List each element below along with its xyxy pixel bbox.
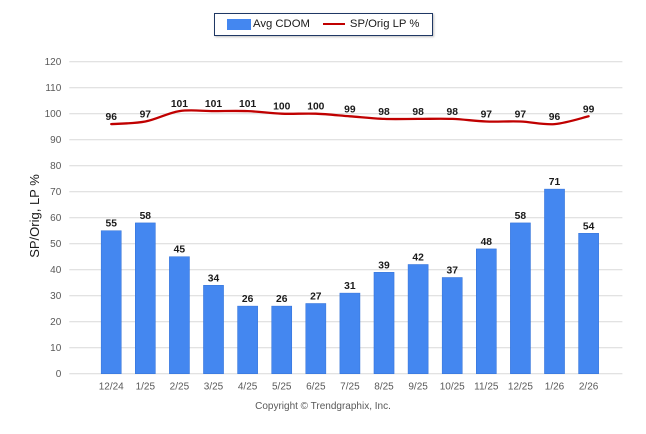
svg-text:7/25: 7/25 [340,382,360,393]
svg-text:71: 71 [549,177,561,188]
svg-text:55: 55 [105,219,117,230]
svg-text:0: 0 [56,369,62,380]
svg-text:2/25: 2/25 [170,382,190,393]
svg-text:54: 54 [583,221,595,232]
svg-text:120: 120 [45,57,62,68]
svg-text:90: 90 [50,135,62,146]
svg-text:34: 34 [208,273,220,284]
svg-text:70: 70 [50,187,62,198]
svg-text:39: 39 [378,260,390,271]
svg-text:3/25: 3/25 [204,382,224,393]
svg-text:31: 31 [344,281,356,292]
svg-text:101: 101 [171,99,188,110]
svg-text:80: 80 [50,161,62,172]
svg-text:8/25: 8/25 [374,382,394,393]
svg-text:30: 30 [50,291,62,302]
svg-text:4/25: 4/25 [238,382,258,393]
svg-text:96: 96 [105,112,117,123]
svg-text:45: 45 [174,245,186,256]
svg-text:26: 26 [242,294,254,305]
svg-text:110: 110 [45,83,61,94]
svg-text:60: 60 [50,213,62,224]
svg-text:100: 100 [273,102,290,113]
svg-text:20: 20 [50,317,62,328]
svg-text:48: 48 [481,237,493,248]
svg-text:6/25: 6/25 [306,382,326,393]
svg-text:98: 98 [446,107,458,118]
svg-text:97: 97 [481,110,493,121]
svg-text:58: 58 [140,211,152,222]
svg-text:40: 40 [50,265,62,276]
svg-text:100: 100 [307,102,324,113]
svg-text:10: 10 [50,343,62,354]
svg-text:42: 42 [412,253,424,264]
svg-text:12/24: 12/24 [99,382,124,393]
svg-text:98: 98 [378,107,390,118]
svg-text:27: 27 [310,292,322,303]
svg-text:96: 96 [549,112,561,123]
svg-text:101: 101 [239,99,256,110]
svg-text:26: 26 [276,294,288,305]
svg-text:5/25: 5/25 [272,382,292,393]
svg-text:11/25: 11/25 [474,382,499,393]
svg-text:97: 97 [140,110,152,121]
svg-text:58: 58 [515,211,527,222]
svg-text:12/25: 12/25 [508,382,533,393]
svg-text:99: 99 [344,104,356,115]
svg-text:101: 101 [205,99,222,110]
svg-text:10/25: 10/25 [440,382,465,393]
svg-text:1/25: 1/25 [136,382,156,393]
svg-text:97: 97 [515,110,527,121]
svg-text:98: 98 [412,107,424,118]
svg-text:99: 99 [583,104,595,115]
svg-text:37: 37 [446,266,458,277]
svg-text:100: 100 [45,109,62,120]
svg-text:1/26: 1/26 [545,382,565,393]
svg-text:2/26: 2/26 [579,382,599,393]
svg-text:9/25: 9/25 [408,382,428,393]
svg-text:50: 50 [50,239,62,250]
